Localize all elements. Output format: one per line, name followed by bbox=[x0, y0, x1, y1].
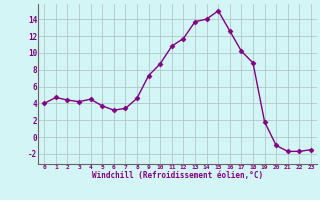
X-axis label: Windchill (Refroidissement éolien,°C): Windchill (Refroidissement éolien,°C) bbox=[92, 171, 263, 180]
